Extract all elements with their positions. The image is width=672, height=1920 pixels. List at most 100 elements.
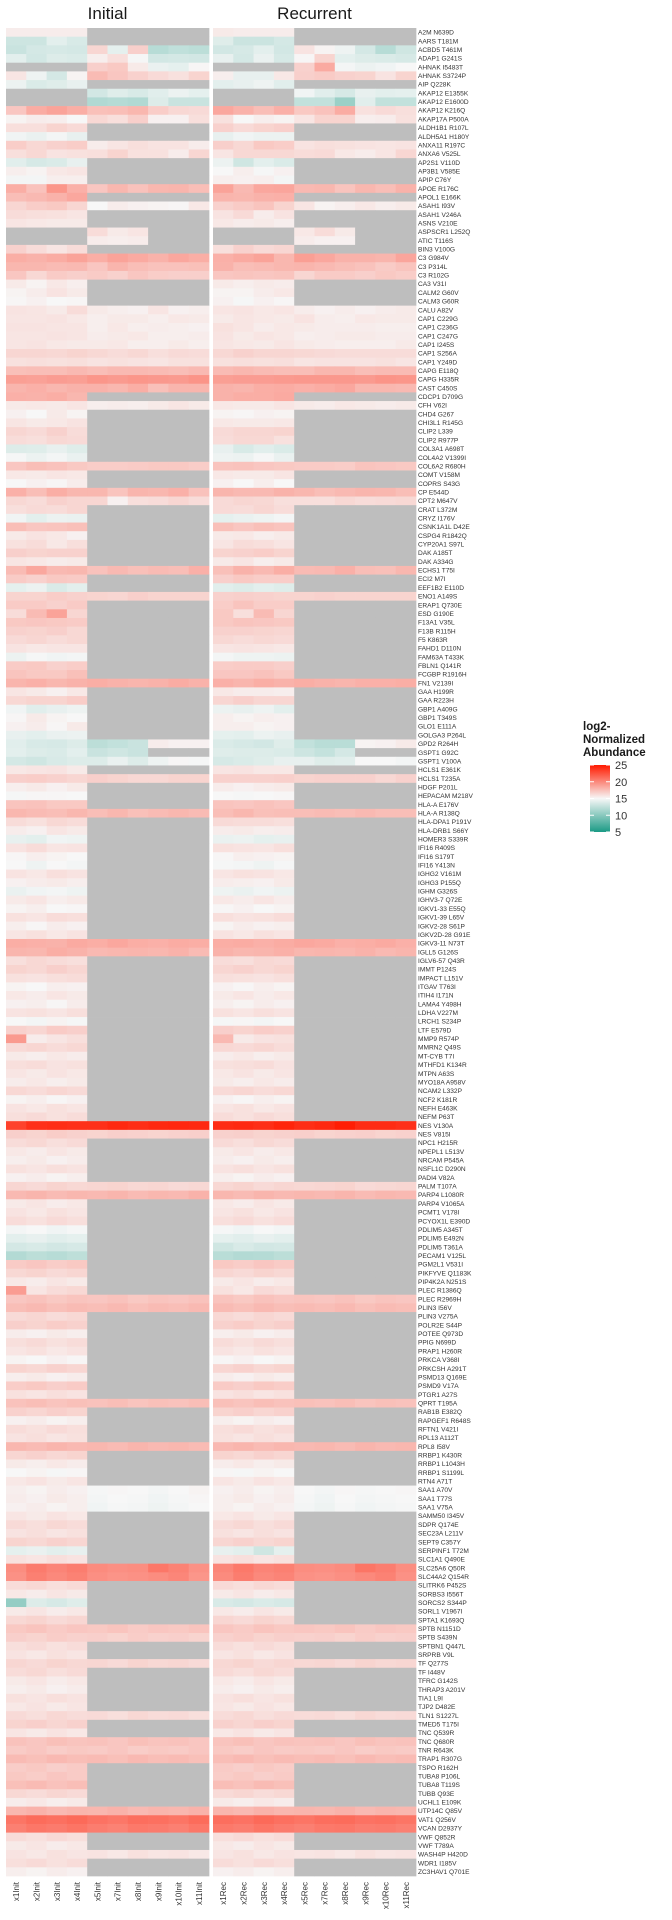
heatmap-cell <box>87 1476 108 1486</box>
heatmap-cell <box>334 713 356 723</box>
heatmap-cell <box>66 227 88 237</box>
column-label: x4Init <box>73 1881 82 1901</box>
heatmap-cell <box>168 149 190 159</box>
heatmap-cell <box>294 626 315 636</box>
heatmap-cell <box>334 626 356 636</box>
heatmap-cell <box>127 1554 149 1565</box>
heatmap-cell <box>26 991 47 1001</box>
heatmap-cell <box>6 713 27 723</box>
row-label: TJP2 D482E <box>418 1704 456 1711</box>
heatmap-cell <box>395 1858 417 1868</box>
heatmap-cell <box>66 1233 88 1243</box>
heatmap-cell <box>273 1841 295 1851</box>
heatmap-cell <box>46 54 68 64</box>
heatmap-cell <box>188 1728 210 1738</box>
heatmap-cell <box>127 965 149 975</box>
heatmap-cell <box>233 973 254 983</box>
heatmap-cell <box>107 487 129 497</box>
row-label: ATIC T116S <box>418 238 454 245</box>
heatmap-cell <box>127 1173 149 1183</box>
heatmap-cell <box>168 505 190 515</box>
heatmap-cell <box>87 800 108 810</box>
heatmap-cell <box>233 1390 254 1400</box>
heatmap-cell <box>87 340 108 350</box>
heatmap-cell <box>253 1060 275 1070</box>
heatmap-cell <box>127 1442 149 1452</box>
heatmap-cell <box>233 678 254 688</box>
heatmap-cell <box>233 1815 254 1825</box>
heatmap-cell <box>127 1763 149 1773</box>
heatmap-cell <box>294 1607 315 1617</box>
heatmap-cell <box>87 1763 108 1773</box>
heatmap-cell <box>107 687 129 697</box>
heatmap-cell <box>395 1615 417 1625</box>
panel-titles: Initial Recurrent <box>88 4 352 23</box>
heatmap-cell <box>355 1216 376 1226</box>
heatmap-cell <box>168 244 190 254</box>
heatmap-cell <box>6 1754 27 1764</box>
heatmap-cell <box>334 1823 356 1833</box>
heatmap-cell <box>46 1034 68 1044</box>
heatmap-cell <box>87 392 108 402</box>
heatmap-cell <box>273 1433 295 1443</box>
heatmap-cell <box>375 1468 397 1478</box>
heatmap-cell <box>168 349 190 359</box>
heatmap-cell <box>253 409 275 419</box>
heatmap-cell <box>375 557 397 567</box>
heatmap-cell <box>168 1051 190 1061</box>
heatmap-cell <box>26 1771 47 1781</box>
heatmap-cell <box>375 88 397 98</box>
heatmap-cell <box>375 886 397 896</box>
heatmap-cell <box>273 227 295 237</box>
heatmap-cell <box>294 1563 315 1573</box>
heatmap-cell <box>26 1233 47 1243</box>
heatmap-cell <box>6 1624 27 1634</box>
heatmap-cell <box>294 1077 315 1087</box>
heatmap-cell <box>127 626 149 636</box>
heatmap-cell <box>127 210 149 220</box>
heatmap-cell <box>273 461 295 471</box>
heatmap-cell <box>188 409 210 419</box>
heatmap-cell <box>6 956 27 966</box>
heatmap-cell <box>188 722 210 732</box>
heatmap-cell <box>314 279 336 289</box>
heatmap-cell <box>188 496 210 506</box>
heatmap-cell <box>6 852 27 862</box>
heatmap-cell <box>213 1381 234 1391</box>
heatmap-cell <box>46 574 68 584</box>
heatmap-cell <box>127 1485 149 1495</box>
heatmap-cell <box>294 1711 315 1721</box>
heatmap-cell <box>46 1424 68 1434</box>
heatmap-cell <box>66 817 88 827</box>
heatmap-cell <box>188 461 210 471</box>
heatmap-cell <box>314 1017 336 1027</box>
heatmap-cell <box>334 912 356 922</box>
heatmap-cell <box>46 1407 68 1417</box>
heatmap-cell <box>355 1077 376 1087</box>
heatmap-cell <box>294 1095 315 1105</box>
heatmap-cell <box>46 1060 68 1070</box>
heatmap-cell <box>294 513 315 523</box>
heatmap-cell <box>355 1711 376 1721</box>
heatmap-cell <box>233 305 254 315</box>
heatmap-cell <box>273 1494 295 1504</box>
heatmap-cell <box>168 1797 190 1807</box>
heatmap-cell <box>334 678 356 688</box>
heatmap-cell <box>66 1572 88 1582</box>
heatmap-cell <box>46 218 68 228</box>
heatmap-cell <box>314 965 336 975</box>
heatmap-cell <box>334 218 356 228</box>
heatmap-cell <box>188 991 210 1001</box>
heatmap-cell <box>26 1164 47 1174</box>
heatmap-cell <box>355 1615 376 1625</box>
heatmap-cell <box>253 1693 275 1703</box>
heatmap-cell <box>6 97 27 107</box>
heatmap-cell <box>375 1069 397 1079</box>
heatmap-cell <box>46 1147 68 1157</box>
heatmap-cell <box>148 1719 169 1729</box>
heatmap-cell <box>294 739 315 749</box>
heatmap-cell <box>87 713 108 723</box>
heatmap-cell <box>168 713 190 723</box>
heatmap-cell <box>148 557 169 567</box>
heatmap-cell <box>273 704 295 714</box>
